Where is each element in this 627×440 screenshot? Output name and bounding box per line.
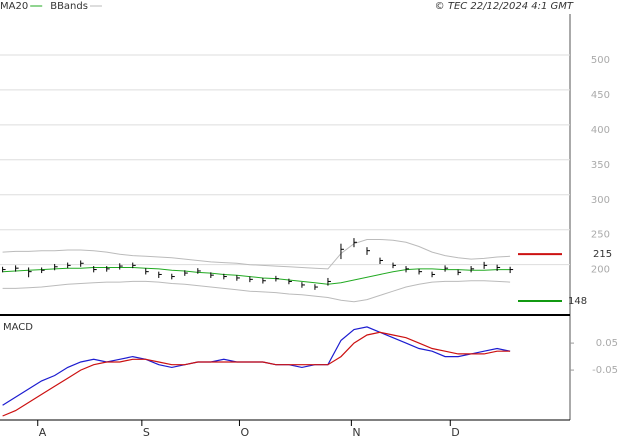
- price-line: [2, 267, 511, 285]
- x-tick-label: O: [240, 426, 249, 439]
- y-tick-label: 300: [591, 195, 610, 206]
- y2-tick-label: 0.05: [596, 338, 618, 349]
- y-tick-label: 500: [591, 55, 610, 66]
- band-line: [2, 280, 511, 303]
- x-tick-label: D: [451, 426, 459, 439]
- y-tick-label: 250: [591, 230, 610, 241]
- source: © TEC 22/12/2024 4:1 GMT: [435, 1, 574, 12]
- y2-tick-label: -0.05: [592, 365, 618, 376]
- panel-title: MACD: [3, 322, 33, 333]
- y-tick-label: 450: [591, 90, 610, 101]
- x-tick-label: S: [143, 426, 150, 439]
- level-label: 148: [568, 296, 587, 307]
- y-tick-label: 350: [591, 160, 610, 171]
- legend-label: MA20: [0, 1, 28, 12]
- macd-line: [2, 331, 511, 417]
- y-tick-label: 400: [591, 125, 610, 136]
- y-tick-label: 200: [591, 265, 610, 276]
- price-line: [2, 239, 511, 270]
- legend-label: BBands: [50, 1, 88, 12]
- x-tick-label: N: [352, 426, 360, 439]
- level-label: 215: [593, 249, 612, 260]
- x-tick-label: A: [39, 426, 47, 439]
